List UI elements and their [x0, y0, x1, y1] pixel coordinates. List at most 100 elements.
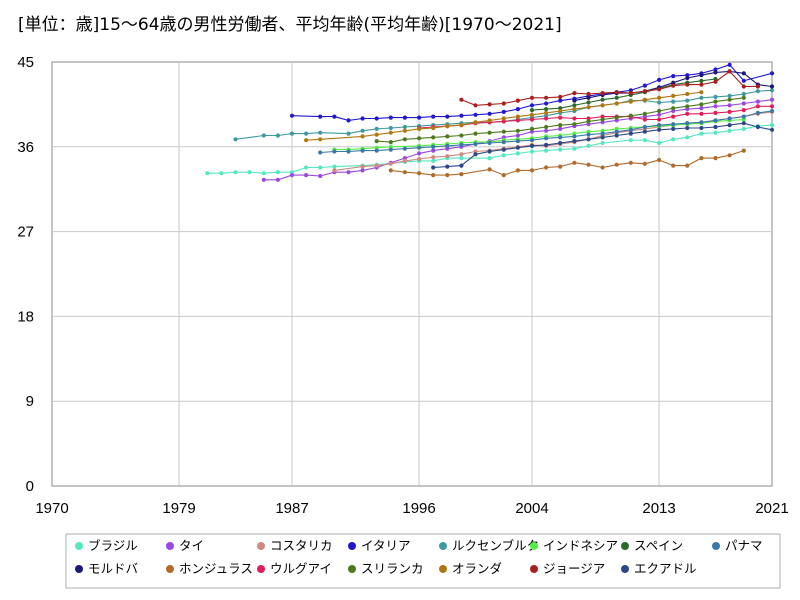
data-point	[431, 158, 436, 163]
legend-item: タイ	[166, 538, 204, 553]
data-point	[431, 135, 436, 140]
data-point	[289, 131, 295, 136]
data-point	[614, 133, 619, 138]
data-point	[529, 143, 535, 148]
series	[431, 121, 775, 170]
data-point	[628, 91, 633, 96]
data-point	[671, 122, 676, 127]
data-point	[699, 102, 704, 107]
data-point	[473, 103, 478, 108]
data-point	[318, 130, 323, 135]
data-point	[699, 125, 704, 131]
data-point	[713, 99, 718, 104]
series	[304, 90, 704, 143]
data-point	[515, 145, 521, 150]
data-point	[558, 164, 563, 169]
data-point	[445, 134, 450, 139]
data-point	[685, 135, 690, 140]
data-point	[388, 125, 393, 131]
data-point	[600, 165, 605, 170]
data-point	[628, 99, 633, 104]
data-point	[459, 142, 464, 147]
data-point	[572, 160, 577, 165]
data-point	[275, 133, 280, 138]
data-point	[445, 154, 450, 159]
legend-swatch	[439, 542, 447, 550]
data-point	[671, 114, 676, 119]
x-tick-label: 2004	[515, 500, 548, 517]
data-point	[501, 153, 506, 158]
data-point	[642, 138, 648, 143]
data-point	[275, 177, 280, 182]
legend-item: モルドバ	[75, 561, 138, 576]
legend-label: ホンジュラス	[179, 561, 253, 576]
legend-label: オランダ	[452, 561, 502, 576]
data-point	[318, 150, 323, 155]
data-point	[628, 127, 633, 132]
data-point	[657, 117, 662, 122]
data-point	[487, 149, 492, 154]
data-point	[388, 147, 393, 152]
data-point	[685, 82, 690, 87]
data-point	[304, 138, 309, 143]
data-point	[741, 126, 746, 131]
data-point	[374, 148, 379, 153]
data-point	[727, 69, 732, 74]
data-point	[586, 119, 591, 124]
data-point	[741, 101, 746, 106]
data-point	[628, 160, 633, 165]
legend-swatch	[439, 565, 447, 573]
data-point	[459, 172, 464, 177]
data-point	[459, 133, 464, 138]
data-point	[671, 74, 676, 79]
data-point	[346, 149, 351, 154]
data-point	[388, 140, 393, 145]
legend-label: モルドバ	[88, 561, 138, 576]
data-point	[261, 177, 266, 182]
data-point	[544, 165, 549, 170]
legend-label: コスタリカ	[270, 538, 333, 553]
data-point	[755, 89, 761, 94]
legend-swatch	[75, 542, 83, 550]
data-point	[402, 115, 407, 120]
data-point	[318, 114, 323, 119]
data-point	[544, 116, 549, 121]
data-point	[755, 84, 761, 89]
data-point	[628, 138, 633, 143]
data-point	[289, 113, 295, 118]
data-point	[445, 164, 450, 169]
legend-swatch	[166, 542, 174, 550]
data-point	[332, 164, 337, 169]
data-point	[657, 95, 662, 100]
data-point	[769, 108, 775, 114]
data-point	[487, 102, 492, 107]
data-point	[727, 93, 732, 98]
data-point	[558, 115, 563, 120]
data-point	[600, 135, 605, 140]
data-point	[374, 116, 379, 121]
series	[388, 148, 746, 178]
data-point	[657, 157, 662, 163]
data-point	[304, 165, 309, 170]
data-point	[572, 107, 577, 112]
data-point	[713, 104, 718, 109]
series	[374, 95, 746, 145]
data-point	[304, 131, 309, 136]
data-point	[600, 131, 605, 136]
data-point	[459, 113, 464, 118]
data-point	[671, 137, 676, 142]
data-point	[685, 111, 690, 116]
data-point	[769, 123, 775, 128]
data-point	[544, 110, 549, 115]
data-point	[544, 148, 549, 153]
legend-label: ジョージア	[543, 561, 605, 576]
data-point	[304, 173, 309, 178]
data-point	[741, 71, 746, 76]
data-point	[572, 134, 577, 139]
data-point	[544, 124, 549, 130]
data-point	[699, 90, 704, 95]
data-point	[727, 128, 732, 133]
data-point	[586, 137, 591, 142]
data-point	[657, 77, 662, 82]
data-point	[699, 106, 704, 111]
